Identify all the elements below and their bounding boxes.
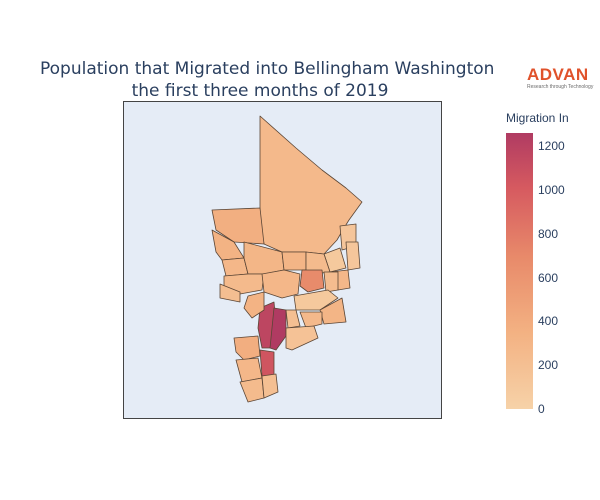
map-region-central-a[interactable]: [281, 251, 307, 271]
map-region-mid-west-b[interactable]: [219, 283, 241, 303]
map-region-mid-east[interactable]: [319, 297, 347, 325]
logo-tagline: Research through Technology: [527, 84, 594, 90]
map-plot-area[interactable]: [123, 101, 442, 419]
chart-title-line-2: the first three months of 2019: [131, 81, 389, 101]
map-region-south-tip-b[interactable]: [261, 373, 279, 399]
map-region-south-dark-b[interactable]: [269, 307, 287, 351]
map-region-south-east[interactable]: [285, 325, 319, 351]
chart-title-line-1: Population that Migrated into Bellingham…: [40, 59, 495, 79]
map-region-central-east[interactable]: [323, 271, 339, 293]
colorbar-title: Migration In: [506, 111, 569, 125]
colorbar: [506, 133, 533, 409]
colorbar-tick-label: 600: [538, 270, 559, 285]
colorbar-tick-label: 400: [538, 314, 559, 329]
map-region-east-strip-c[interactable]: [345, 241, 361, 271]
map-region-mid-west-c[interactable]: [261, 269, 301, 299]
map-region-south-dark-c[interactable]: [259, 349, 275, 377]
colorbar-tick-label: 800: [538, 226, 559, 241]
colorbar-tick-label: 200: [538, 358, 559, 373]
colorbar-tick-label: 1000: [538, 182, 565, 197]
advan-logo: ADVAN Research through Technology: [527, 66, 599, 91]
chart-title: Population that Migrated into Bellingham…: [40, 58, 495, 102]
logo-wordmark: ADVAN: [527, 65, 589, 84]
map-region-south-tip-a[interactable]: [239, 377, 265, 403]
map-region-northwest-c[interactable]: [221, 257, 249, 277]
choropleth-map[interactable]: [124, 102, 441, 418]
map-region-south-mid-c[interactable]: [299, 311, 323, 329]
colorbar-tick-label: 1200: [538, 139, 565, 154]
map-region-south-mid-a[interactable]: [243, 291, 265, 319]
map-region-south-mid-b[interactable]: [285, 309, 301, 329]
map-region-south-west-a[interactable]: [233, 335, 261, 361]
map-region-mid-pale[interactable]: [293, 289, 339, 311]
map-region-central-orange[interactable]: [299, 269, 325, 293]
colorbar-tick-label: 0: [538, 402, 545, 416]
